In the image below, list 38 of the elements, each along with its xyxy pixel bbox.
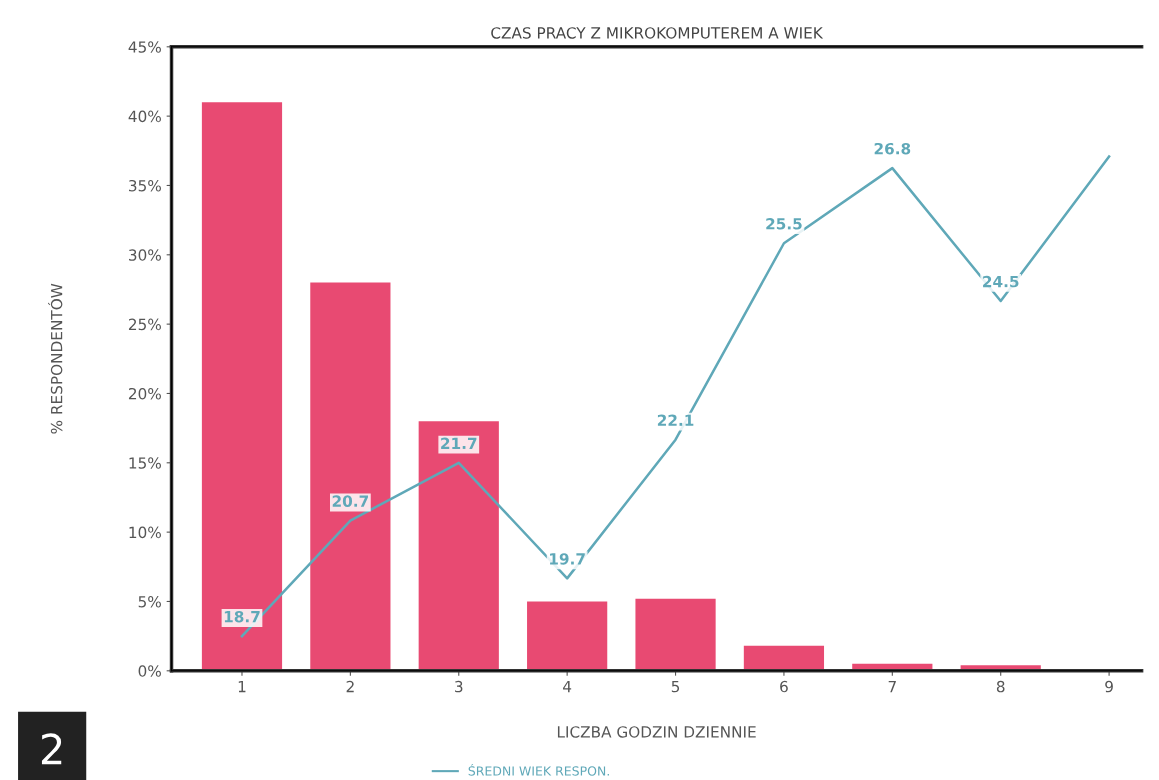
x-tick-label: 9: [1105, 680, 1113, 693]
y-tick-label: 45%: [128, 41, 161, 53]
data-label: 26.8: [874, 142, 911, 155]
x-tick-label: 4: [563, 680, 572, 693]
x-axis-title: LICZBA GODZIN DZIENNIE: [557, 726, 756, 738]
x-tick-label: 1: [238, 680, 246, 693]
y-tick-label: 10%: [129, 526, 161, 539]
data-label: 21.7: [441, 437, 477, 449]
y-axis-title: % RESPONDENTÓW: [48, 283, 63, 434]
x-tick-label: 2: [346, 680, 354, 693]
bar: [635, 598, 716, 671]
y-tick-label: 20%: [128, 387, 161, 400]
x-tick-label: 5: [671, 680, 680, 693]
y-tick-label: 30%: [129, 249, 161, 261]
bar: [743, 645, 825, 671]
bar: [527, 601, 608, 671]
data-label: 20.7: [332, 495, 369, 507]
data-label: 18.7: [224, 610, 260, 623]
bar: [418, 421, 499, 671]
legend-label: ŚREDNI WIEK RESPON.: [468, 763, 609, 776]
text: 2: [41, 733, 62, 765]
y-tick-label: 35%: [129, 179, 161, 192]
data-label: 24.5: [983, 275, 1019, 288]
y-tick-label: 15%: [129, 457, 161, 469]
y-tick-label: 5%: [138, 595, 161, 608]
x-tick-label: 3: [455, 680, 463, 693]
y-tick-label: 40%: [128, 110, 161, 123]
y-tick-label: 0%: [138, 665, 161, 677]
data-label: 19.7: [550, 553, 585, 565]
bar: [310, 282, 391, 671]
chart-title: CZAS PRACY Z MIKROKOMPUTEREM A WIEK: [491, 27, 824, 39]
x-tick-label: 7: [888, 680, 896, 693]
bar: [201, 102, 283, 671]
data-label: 22.1: [657, 414, 694, 426]
data-label: 25.5: [766, 218, 802, 230]
x-tick-label: 6: [780, 680, 788, 693]
y-tick-label: 25%: [128, 318, 161, 331]
x-tick-label: 8: [996, 680, 1005, 693]
